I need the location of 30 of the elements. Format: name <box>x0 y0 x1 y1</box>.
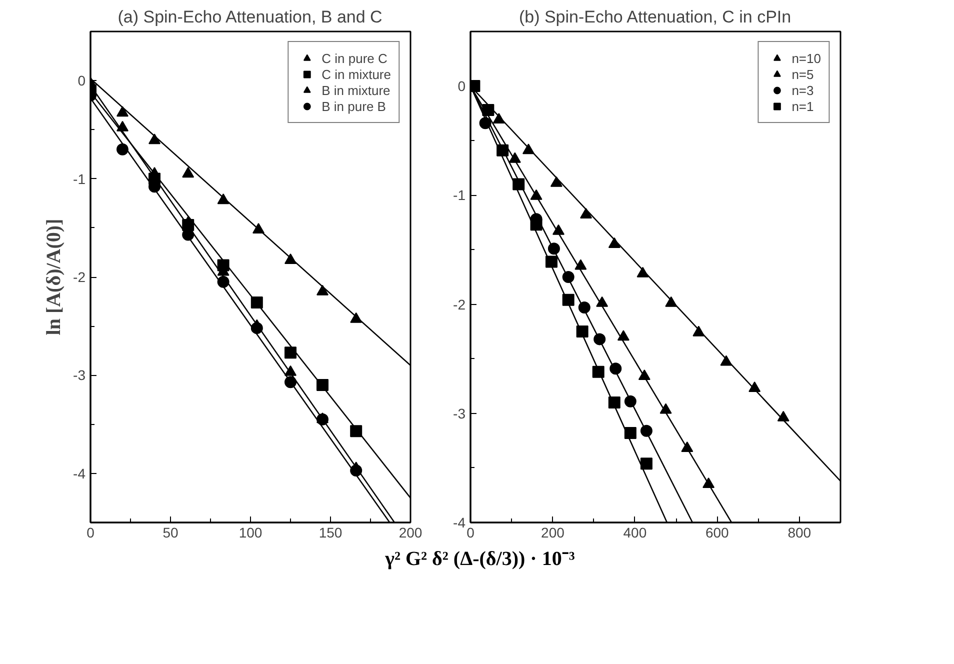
y-axis-title: ln [A(δ)/A(0)] <box>43 218 66 336</box>
y-tick-label: -2 <box>453 296 466 312</box>
x-tick-label: 200 <box>398 524 422 540</box>
x-tick-label: 600 <box>705 524 730 540</box>
y-tick-label: -1 <box>453 187 466 204</box>
legend-label: B in pure B <box>322 98 386 114</box>
legend-label: n=5 <box>792 66 814 82</box>
chart-title: (b) Spin-Echo Attenuation, C in cPIn <box>518 8 792 26</box>
y-tick-label: -4 <box>73 465 86 482</box>
x-tick-label: 150 <box>318 524 342 540</box>
x-tick-label: 50 <box>162 524 178 540</box>
x-tick-label: 100 <box>238 524 262 540</box>
legend-label: C in mixture <box>322 66 391 82</box>
y-tick-label: -3 <box>453 405 466 422</box>
x-tick-label: 200 <box>541 524 565 540</box>
x-axis-title: γ² G² δ² (Δ-(δ/3)) · 10⁻³ <box>385 547 575 572</box>
legend-label: n=3 <box>792 82 814 98</box>
y-tick-label: -2 <box>73 269 86 285</box>
y-tick-label: -1 <box>73 170 86 187</box>
y-tick-label: -3 <box>73 367 86 384</box>
legend-label: n=1 <box>792 98 814 114</box>
y-tick-label: 0 <box>458 78 466 94</box>
legend-label: C in pure C <box>322 50 388 66</box>
legend-label: B in mixture <box>322 82 390 98</box>
x-tick-label: 400 <box>623 524 647 540</box>
x-tick-label: 800 <box>788 524 812 540</box>
legend-label: n=10 <box>792 50 821 66</box>
y-tick-label: -4 <box>453 514 466 530</box>
y-tick-label: 0 <box>78 72 86 89</box>
chart-title: (a) Spin-Echo Attenuation, B and C <box>118 8 382 26</box>
